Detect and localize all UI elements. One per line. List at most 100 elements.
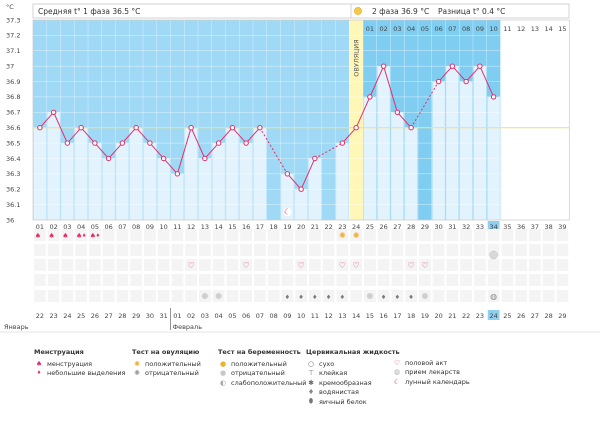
day-bar bbox=[432, 81, 445, 221]
y-tick-label: 36.3 bbox=[6, 170, 20, 178]
symbol-cell bbox=[391, 259, 404, 271]
symbol-cell bbox=[199, 229, 211, 241]
calendar-date-axis: 22 23 24 25 26 27 28 29 30 31 01 02 03 04 05 06 07 08 09 10… bbox=[0, 308, 600, 333]
symbol-cell bbox=[89, 274, 101, 286]
ovulation-vertical-label: ОВУЛЯЦИЯ bbox=[353, 39, 361, 76]
calendar-date-label: 29 bbox=[132, 312, 140, 320]
cycle-day-label: 36 bbox=[517, 223, 525, 231]
post-ovulation-day-label: 07 bbox=[448, 25, 456, 33]
symbol-cell bbox=[515, 259, 527, 271]
data-point bbox=[64, 140, 71, 146]
symbol-cell bbox=[322, 259, 335, 271]
legend-cervical-fluid: Цервикальная жидкость ○ сухо ⊤ клейкая ✱ кр… bbox=[306, 348, 400, 407]
post-ovulation-day-label: 09 bbox=[476, 25, 484, 33]
creamy-icon: ✱ bbox=[308, 378, 314, 387]
symbol-cell bbox=[267, 229, 280, 241]
data-point bbox=[435, 78, 442, 85]
symbol-cell bbox=[419, 229, 431, 241]
y-axis: 36 36.1 36.2 36.3 36.4 36.5 36.6 36.7 36.8 36.9 37… bbox=[6, 16, 20, 224]
symbol-cell bbox=[460, 274, 472, 286]
symbol-cell bbox=[336, 274, 349, 286]
calendar-date-label: 31 bbox=[159, 312, 167, 320]
symbol-cell bbox=[391, 229, 404, 241]
symbol-cell bbox=[75, 290, 87, 302]
line-segment bbox=[452, 65, 467, 82]
line-segment bbox=[122, 127, 137, 144]
calendar-date-label: 02 bbox=[187, 312, 195, 320]
heart-icon: ♡ bbox=[353, 261, 360, 270]
watery-mucus-icon: ♦ bbox=[298, 294, 303, 301]
egg-white-mucus-icon bbox=[201, 293, 208, 299]
legend-ovulation-test: Тест на овуляцию ✺ положительный ✺ отрицат… bbox=[132, 348, 201, 378]
symbol-cell bbox=[460, 229, 472, 241]
line-segment bbox=[300, 158, 316, 190]
legend-title: Тест на овуляцию bbox=[132, 348, 200, 356]
post-ovulation-day-label: 11 bbox=[503, 25, 511, 33]
data-point bbox=[298, 186, 304, 192]
cycle-day-label: 17 bbox=[256, 223, 264, 231]
post-ovulation-day-label: 15 bbox=[558, 25, 566, 33]
calendar-date-label: 27 bbox=[104, 312, 112, 320]
symbol-cell bbox=[34, 274, 46, 286]
cycle-day-label: 16 bbox=[242, 223, 250, 231]
symbol-cell bbox=[501, 244, 514, 256]
y-tick-label: 36 bbox=[6, 216, 14, 224]
cycle-day-label: 01 bbox=[36, 223, 44, 231]
legend-title: Тест на беременность bbox=[218, 348, 301, 356]
calendar-date-label: 30 bbox=[146, 312, 154, 320]
heart-icon: ♡ bbox=[188, 261, 195, 270]
symbol-cell bbox=[212, 229, 225, 241]
symbol-cell bbox=[61, 229, 74, 241]
symbol-cell bbox=[254, 274, 266, 286]
data-point bbox=[243, 140, 249, 146]
symbol-cell bbox=[474, 274, 486, 286]
menstruation-drop-icon: ♠ bbox=[35, 359, 43, 368]
symbol-cell bbox=[295, 290, 307, 302]
lunar-marker-background bbox=[283, 207, 292, 217]
cycle-day-label: 20 bbox=[297, 223, 305, 231]
grid-lines bbox=[32, 19, 570, 221]
symbol-cell bbox=[47, 259, 60, 271]
symbol-cell bbox=[130, 244, 142, 256]
cycle-day-label: 13 bbox=[201, 223, 209, 231]
symbol-cell bbox=[171, 259, 184, 271]
line-segment bbox=[190, 127, 206, 159]
data-point bbox=[147, 140, 153, 146]
legend-label: половой акт bbox=[405, 358, 448, 367]
symbol-cell bbox=[542, 229, 555, 241]
symbol-cell bbox=[405, 259, 417, 271]
symbol-grid: ♠ ♠ ♠ ♠ ♠♦ ♦ ✺ ✺♡ ♡ ♡ ♡ ♡ ♡ ♡♦ ♦ ♦ ♦ ♦ ♦ ♦ ♦ ◍ bbox=[34, 229, 569, 302]
cycle-day-label: 15 bbox=[228, 223, 236, 231]
symbol-cell bbox=[432, 244, 445, 256]
symbol-cell bbox=[102, 290, 115, 302]
symbol-cell bbox=[240, 290, 252, 302]
cycle-day-label: 22 bbox=[324, 223, 332, 231]
symbol-cell bbox=[281, 259, 294, 271]
symbol-cell bbox=[295, 259, 307, 271]
line-segment-gap bbox=[314, 142, 343, 159]
symbol-cell bbox=[446, 229, 459, 241]
month-label-january: Январь bbox=[4, 323, 29, 331]
heart-icon: ♡ bbox=[243, 261, 250, 270]
cycle-day-label: 14 bbox=[214, 223, 222, 231]
symbol-cell bbox=[322, 290, 335, 302]
symbol-cell bbox=[377, 229, 390, 241]
symbol-cell bbox=[432, 274, 445, 286]
symbol-cell bbox=[254, 229, 266, 241]
calendar-date-label: 01 bbox=[173, 312, 181, 320]
symbol-cell bbox=[226, 229, 239, 241]
symbol-cell bbox=[515, 244, 527, 256]
data-point bbox=[312, 155, 318, 162]
day-bar bbox=[61, 143, 74, 220]
data-point bbox=[380, 63, 387, 69]
symbol-cell bbox=[542, 259, 555, 271]
symbol-cell bbox=[391, 244, 404, 256]
symbol-cell bbox=[336, 229, 349, 241]
ovulation-test-positive-icon: ✺ bbox=[353, 231, 360, 240]
calendar-date-label: 21 bbox=[448, 312, 456, 320]
watery-mucus-icon: ♦ bbox=[408, 294, 413, 301]
symbol-cell bbox=[144, 290, 156, 302]
post-ovulation-day-label: 12 bbox=[517, 25, 525, 33]
symbol-cell bbox=[460, 290, 472, 302]
post-ovulation-day-label: 02 bbox=[379, 25, 387, 33]
